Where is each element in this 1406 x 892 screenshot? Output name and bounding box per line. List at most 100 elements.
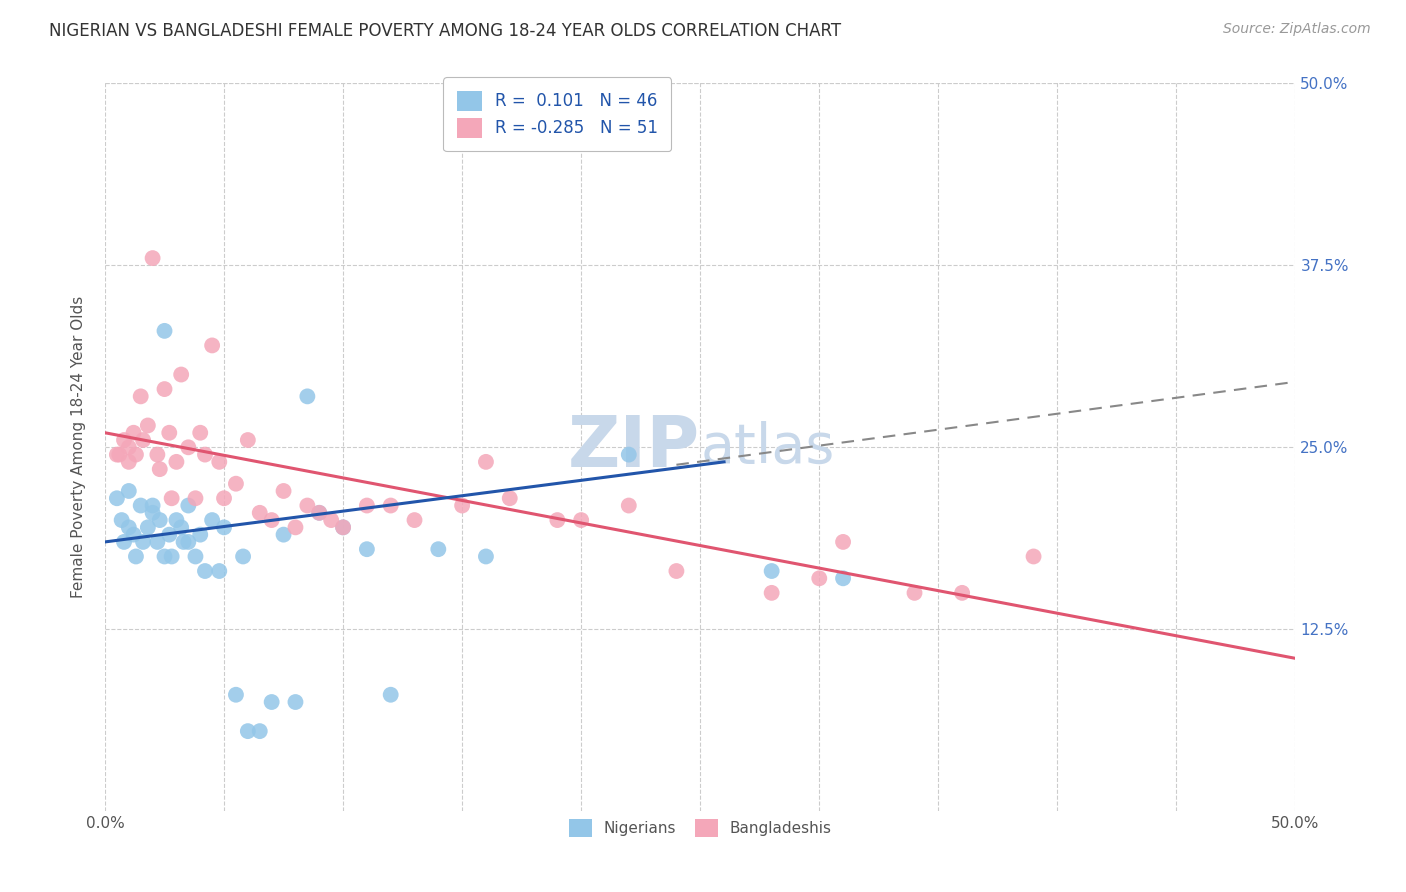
Point — [297, 499, 319, 513]
Point — [157, 425, 180, 440]
Y-axis label: Female Poverty Among 18-24 Year Olds: Female Poverty Among 18-24 Year Olds — [72, 296, 86, 599]
Point — [617, 499, 640, 513]
Point — [546, 513, 568, 527]
Point — [153, 324, 176, 338]
Point — [356, 542, 378, 557]
Point — [208, 455, 231, 469]
Point — [297, 389, 319, 403]
Point — [170, 368, 193, 382]
Point — [761, 586, 783, 600]
Point — [136, 520, 159, 534]
Point — [808, 571, 831, 585]
Point — [173, 535, 195, 549]
Point — [832, 571, 855, 585]
Point — [194, 448, 217, 462]
Point — [617, 448, 640, 462]
Point — [142, 506, 165, 520]
Point — [201, 338, 224, 352]
Point — [118, 440, 141, 454]
Point — [122, 527, 145, 541]
Point — [122, 425, 145, 440]
Point — [212, 491, 235, 506]
Point — [118, 520, 141, 534]
Point — [308, 506, 330, 520]
Point — [236, 724, 259, 739]
Point — [380, 499, 402, 513]
Point — [165, 513, 187, 527]
Point — [146, 535, 169, 549]
Point — [132, 535, 155, 549]
Point — [499, 491, 522, 506]
Point — [111, 513, 134, 527]
Point — [208, 564, 231, 578]
Point — [569, 513, 592, 527]
Point — [146, 448, 169, 462]
Point — [125, 448, 148, 462]
Point — [832, 535, 855, 549]
Point — [212, 520, 235, 534]
Point — [112, 433, 135, 447]
Text: atlas: atlas — [700, 420, 835, 475]
Point — [249, 724, 271, 739]
Point — [236, 433, 259, 447]
Point — [112, 535, 135, 549]
Point — [149, 462, 172, 476]
Point — [118, 455, 141, 469]
Point — [201, 513, 224, 527]
Point — [950, 586, 973, 600]
Point — [184, 549, 207, 564]
Point — [273, 527, 295, 541]
Point — [184, 491, 207, 506]
Point — [284, 520, 307, 534]
Point — [177, 440, 200, 454]
Point — [273, 483, 295, 498]
Point — [356, 499, 378, 513]
Point — [142, 499, 165, 513]
Point — [177, 499, 200, 513]
Point — [380, 688, 402, 702]
Point — [260, 695, 283, 709]
Point — [165, 455, 187, 469]
Point — [129, 499, 152, 513]
Point — [332, 520, 354, 534]
Point — [308, 506, 330, 520]
Point — [170, 520, 193, 534]
Point — [177, 535, 200, 549]
Point — [332, 520, 354, 534]
Point — [125, 549, 148, 564]
Point — [132, 433, 155, 447]
Point — [321, 513, 343, 527]
Point — [249, 506, 271, 520]
Point — [475, 455, 498, 469]
Point — [225, 476, 247, 491]
Point — [105, 448, 128, 462]
Point — [153, 549, 176, 564]
Point — [451, 499, 474, 513]
Point — [160, 549, 183, 564]
Text: ZIP: ZIP — [568, 413, 700, 482]
Point — [427, 542, 450, 557]
Point — [194, 564, 217, 578]
Point — [404, 513, 426, 527]
Point — [475, 549, 498, 564]
Point — [108, 448, 131, 462]
Point — [188, 527, 211, 541]
Point — [153, 382, 176, 396]
Point — [761, 564, 783, 578]
Point — [149, 513, 172, 527]
Point — [1022, 549, 1045, 564]
Point — [157, 527, 180, 541]
Point — [225, 688, 247, 702]
Point — [903, 586, 925, 600]
Point — [260, 513, 283, 527]
Text: NIGERIAN VS BANGLADESHI FEMALE POVERTY AMONG 18-24 YEAR OLDS CORRELATION CHART: NIGERIAN VS BANGLADESHI FEMALE POVERTY A… — [49, 22, 841, 40]
Point — [665, 564, 688, 578]
Point — [105, 491, 128, 506]
Point — [136, 418, 159, 433]
Point — [129, 389, 152, 403]
Legend: Nigerians, Bangladeshis: Nigerians, Bangladeshis — [562, 813, 838, 844]
Point — [284, 695, 307, 709]
Point — [118, 483, 141, 498]
Text: Source: ZipAtlas.com: Source: ZipAtlas.com — [1223, 22, 1371, 37]
Point — [160, 491, 183, 506]
